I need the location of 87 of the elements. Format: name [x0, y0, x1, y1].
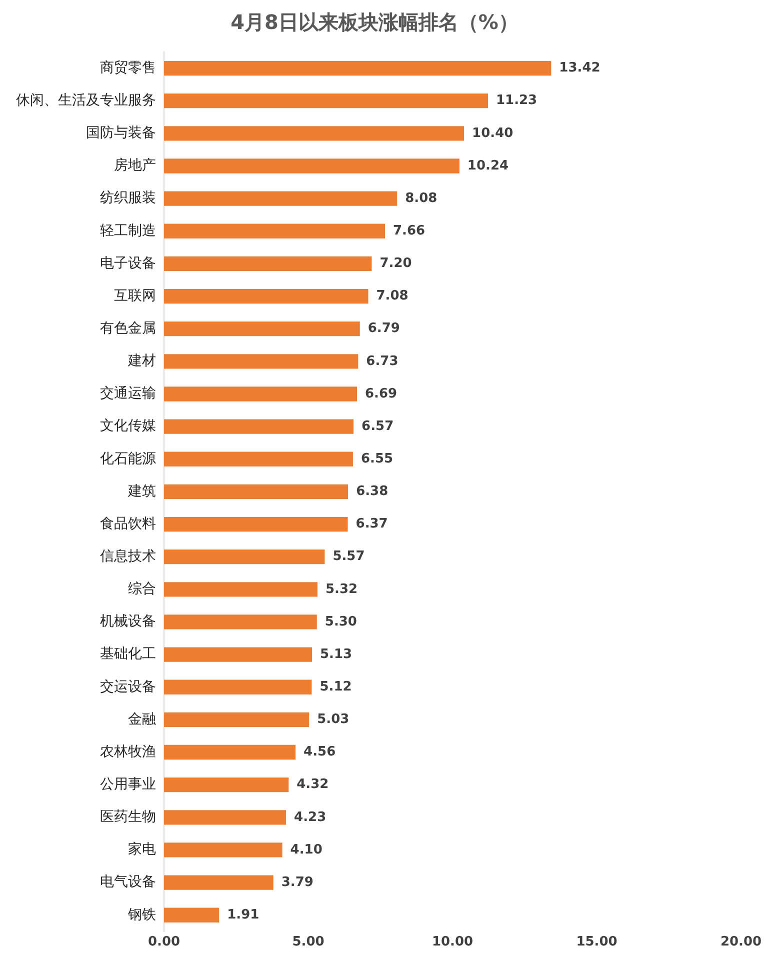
- y-tick-label: 有色金属: [100, 320, 156, 336]
- bar: [164, 322, 360, 336]
- chart-title: 4月8日以来板块涨幅排名（%）: [230, 10, 518, 34]
- data-label: 3.79: [281, 874, 314, 890]
- bar: [164, 158, 460, 174]
- y-tick-label: 基础化工: [100, 646, 156, 662]
- y-tick-label: 食品饮料: [100, 516, 156, 532]
- y-tick-label: 纺织服装: [100, 190, 156, 206]
- y-tick-label: 化石能源: [100, 450, 156, 467]
- y-tick-label: 电气设备: [100, 874, 156, 890]
- bar: [164, 419, 354, 434]
- y-tick-label: 建筑: [127, 483, 156, 500]
- y-tick-label: 医药生物: [100, 809, 156, 826]
- x-tick-label: 0.00: [148, 934, 180, 950]
- bar: [164, 582, 318, 597]
- y-tick-label: 农林牧渔: [100, 744, 156, 760]
- data-label: 5.13: [320, 646, 352, 662]
- bar: [164, 778, 289, 792]
- y-tick-label: 休闲、生活及专业服务: [16, 92, 156, 108]
- data-label: 5.57: [332, 549, 365, 564]
- y-tick-label: 房地产: [114, 158, 156, 174]
- bar: [164, 842, 282, 858]
- data-label: 6.37: [356, 516, 388, 532]
- x-tick-label: 15.00: [576, 934, 618, 950]
- bar: [164, 60, 552, 76]
- data-label: 10.24: [467, 158, 509, 174]
- x-tick-label: 5.00: [292, 934, 324, 950]
- data-label: 5.12: [320, 679, 352, 694]
- bar: [164, 386, 358, 402]
- y-tick-label: 轻工制造: [100, 222, 156, 239]
- y-tick-label: 文化传媒: [100, 418, 156, 434]
- data-label: 10.40: [472, 126, 514, 141]
- data-label: 4.32: [296, 777, 329, 792]
- bar: [164, 191, 398, 206]
- y-tick-label: 机械设备: [100, 614, 156, 630]
- data-label: 6.38: [356, 484, 388, 500]
- data-label: 4.56: [304, 744, 336, 760]
- bar: [164, 224, 385, 238]
- data-label: 4.10: [290, 842, 322, 858]
- data-label: 5.03: [317, 712, 350, 728]
- y-tick-label: 交运设备: [100, 678, 156, 695]
- y-tick-label: 家电: [128, 842, 156, 858]
- y-tick-label: 电子设备: [100, 255, 156, 272]
- y-tick-label: 钢铁: [127, 906, 156, 923]
- bar: [164, 484, 348, 500]
- bar: [164, 94, 488, 108]
- data-label: 7.08: [376, 288, 408, 304]
- data-label: 8.08: [405, 190, 438, 206]
- data-label: 13.42: [559, 60, 600, 76]
- bar: [164, 256, 372, 272]
- bar: [164, 712, 310, 728]
- data-label: 5.32: [325, 582, 358, 597]
- data-label: 11.23: [496, 93, 538, 108]
- data-label: 6.73: [366, 354, 398, 369]
- bar: [164, 647, 312, 662]
- bar: [164, 354, 358, 369]
- y-tick-label: 商贸零售: [100, 60, 156, 76]
- data-label: 6.57: [362, 418, 394, 434]
- bar: [164, 810, 286, 825]
- bar: [164, 875, 274, 890]
- data-label: 7.66: [392, 224, 426, 239]
- data-label: 6.55: [360, 452, 394, 467]
- x-tick-label: 10.00: [432, 934, 474, 950]
- bar: [164, 614, 317, 630]
- bar: [164, 680, 312, 694]
- y-tick-label: 建材: [127, 353, 156, 370]
- bar: [164, 550, 325, 564]
- data-label: 1.91: [227, 907, 260, 922]
- data-label: 7.20: [380, 256, 412, 272]
- bar: [164, 908, 220, 922]
- bar: [164, 516, 348, 532]
- y-tick-label: 信息技术: [100, 548, 156, 564]
- data-label: 6.69: [365, 386, 398, 402]
- bar: [164, 288, 368, 304]
- data-label: 6.79: [368, 321, 400, 336]
- y-tick-label: 金融: [128, 711, 156, 728]
- y-tick-label: 综合: [128, 581, 156, 598]
- bar: [164, 452, 353, 466]
- y-tick-label: 交通运输: [100, 386, 156, 402]
- bar: [164, 744, 296, 760]
- x-tick-label: 20.00: [720, 934, 762, 950]
- data-label: 4.23: [294, 810, 326, 825]
- y-tick-label: 国防与装备: [86, 125, 156, 142]
- data-label: 5.30: [324, 614, 357, 630]
- y-tick-label: 公用事业: [100, 776, 156, 792]
- bar: [164, 126, 464, 141]
- y-tick-label: 互联网: [114, 288, 156, 304]
